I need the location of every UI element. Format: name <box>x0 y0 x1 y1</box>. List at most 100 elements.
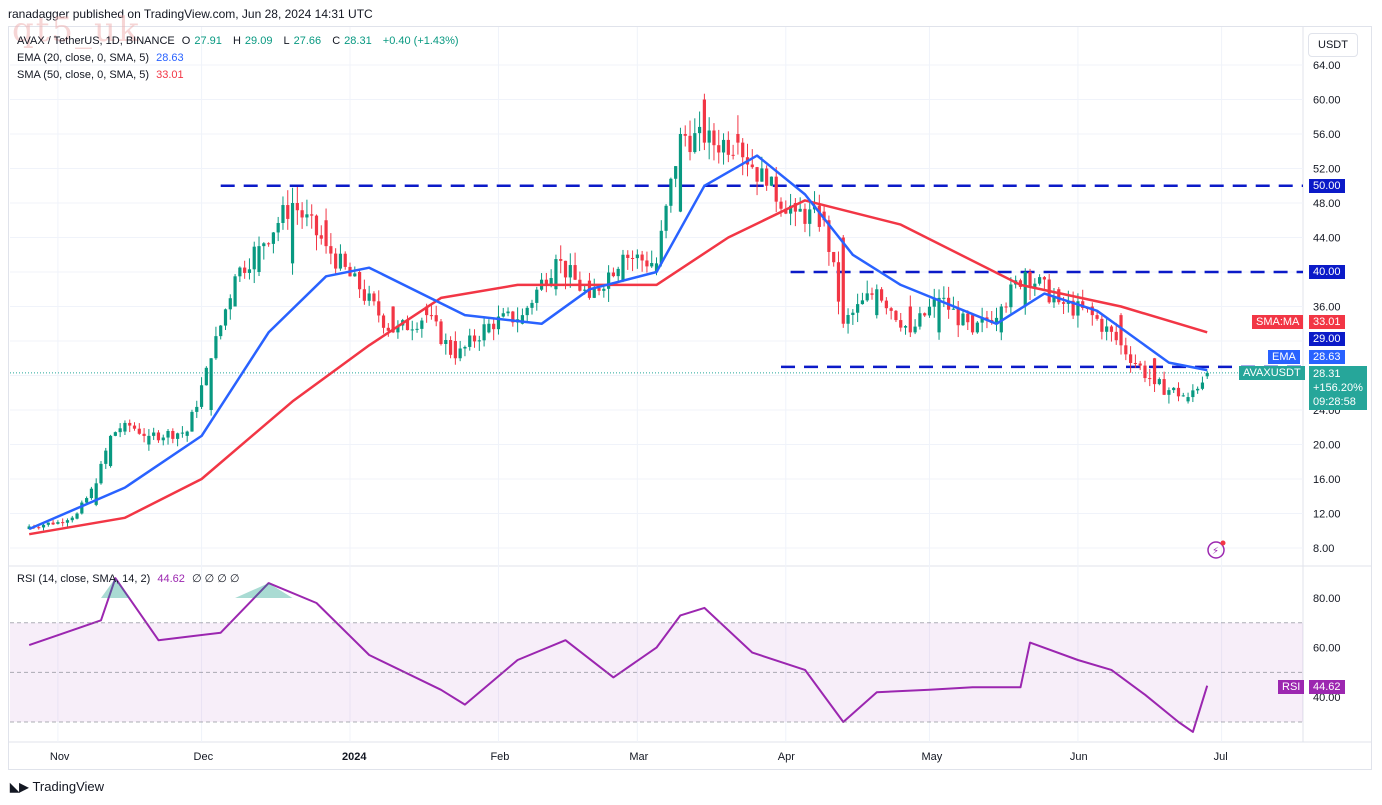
symbol-legend[interactable]: AVAX / TetherUS, 1D, BINANCE O 27.91 H 29.… <box>17 35 463 47</box>
candle-body <box>856 304 860 313</box>
rsi-axis-label: 80.00 <box>1313 593 1341 605</box>
candle-body <box>420 320 424 329</box>
candle-body <box>1167 390 1171 395</box>
candle-body <box>597 287 601 291</box>
candle-body <box>75 513 79 519</box>
sma-tag-label: SMA:MA <box>1252 315 1304 329</box>
candle-body <box>918 313 922 327</box>
candle-body <box>343 253 347 267</box>
candle-body <box>511 311 515 323</box>
candle-body <box>884 300 888 309</box>
candle-body <box>338 253 343 269</box>
candle-body <box>865 293 869 301</box>
candle-body <box>956 308 960 326</box>
tradingview-logo[interactable]: ◣▶ TradingView <box>10 779 105 794</box>
candle-body <box>1052 296 1056 303</box>
candle-body <box>439 321 443 344</box>
candle-body <box>257 246 261 272</box>
candle-body <box>726 139 730 155</box>
candle-body <box>755 167 759 182</box>
candle-body <box>415 328 419 330</box>
sma-label[interactable]: SMA (50, close, 0, SMA, 5) <box>17 69 150 81</box>
time-axis-label: Nov <box>50 751 70 763</box>
candle-body <box>396 325 400 333</box>
candle-body <box>707 130 711 143</box>
candle-body <box>1114 331 1118 341</box>
candle-body <box>85 498 89 503</box>
price-axis-label: 56.00 <box>1313 129 1341 141</box>
currency-button[interactable]: USDT <box>1308 33 1358 57</box>
candle-body <box>1162 379 1166 395</box>
candle-body <box>434 315 438 322</box>
candle-body <box>147 435 151 445</box>
candle-body <box>698 126 702 134</box>
candle-body <box>113 432 117 436</box>
candle-body <box>271 232 275 244</box>
candle-body <box>563 260 568 278</box>
ema-legend[interactable]: EMA (20, close, 0, SMA, 5) 28.63 <box>17 52 188 64</box>
candle-body <box>875 289 879 316</box>
candle-body <box>51 522 55 525</box>
sma-legend[interactable]: SMA (50, close, 0, SMA, 5) 33.01 <box>17 69 188 81</box>
candle-body <box>731 154 735 156</box>
candle-body <box>559 259 563 261</box>
candle-body <box>223 309 228 326</box>
sma50-line <box>28 199 1208 536</box>
candle-body <box>492 323 496 330</box>
candle-body <box>1143 365 1147 379</box>
candle-body <box>846 314 850 324</box>
candle-body <box>525 307 529 316</box>
ohlc-high: H 29.09 <box>232 35 273 47</box>
candle-body <box>247 269 252 273</box>
candle-body <box>386 327 390 331</box>
candle-body <box>803 208 807 224</box>
time-axis-label: Mar <box>629 751 648 763</box>
candle-body <box>688 135 692 153</box>
candle-body <box>429 315 434 317</box>
rsi-label[interactable]: RSI (14, close, SMA, 14, 2) <box>17 573 151 585</box>
candle-body <box>219 325 223 337</box>
time-axis-label: Dec <box>194 751 214 763</box>
price-axis-label: 48.00 <box>1313 198 1341 210</box>
rsi-legend[interactable]: RSI (14, close, SMA, 14, 2) 44.62 ∅ ∅ ∅ … <box>17 572 243 585</box>
ohlc-change: +0.40 (+1.43%) <box>382 35 459 47</box>
candle-body <box>166 430 170 438</box>
candle-body <box>463 346 467 349</box>
rsi-tag-value: 44.62 <box>1309 680 1345 694</box>
candle-body <box>1124 345 1128 355</box>
symbol-name[interactable]: AVAX / TetherUS, 1D, BINANCE <box>17 35 175 47</box>
candle-body <box>913 326 917 333</box>
ohlc-low: L 27.66 <box>283 35 322 47</box>
level-50-tag: 50.00 <box>1309 179 1345 193</box>
candle-body <box>1057 289 1061 303</box>
candle-body <box>568 265 572 278</box>
candles <box>27 93 1209 531</box>
candle-body <box>1186 397 1190 402</box>
candle-body <box>482 324 486 341</box>
rsi-overbought-fill <box>235 583 293 598</box>
candle-body <box>664 205 668 231</box>
candle-body <box>616 268 620 277</box>
ema-tag-value: 28.63 <box>1309 350 1345 364</box>
candle-body <box>281 205 285 223</box>
candle-body <box>951 308 956 310</box>
lightning-icon-glyph: ⚡ <box>1212 546 1219 557</box>
candle-body <box>46 522 50 525</box>
candle-body <box>520 315 525 324</box>
chart-frame <box>8 26 1372 770</box>
candle-body <box>535 289 539 303</box>
candle-body <box>477 340 481 342</box>
candle-body <box>310 214 314 216</box>
candle-body <box>468 335 472 347</box>
candle-body <box>1200 382 1205 389</box>
notification-dot-icon <box>1220 540 1226 546</box>
candle-body <box>362 289 366 301</box>
candle-body <box>630 257 635 259</box>
candle-body <box>659 230 663 264</box>
candle-body <box>276 222 280 233</box>
rsi-line <box>28 577 1209 733</box>
candle-body <box>152 432 156 436</box>
ema-label[interactable]: EMA (20, close, 0, SMA, 5) <box>17 52 150 64</box>
time-axis-label: Feb <box>490 751 509 763</box>
